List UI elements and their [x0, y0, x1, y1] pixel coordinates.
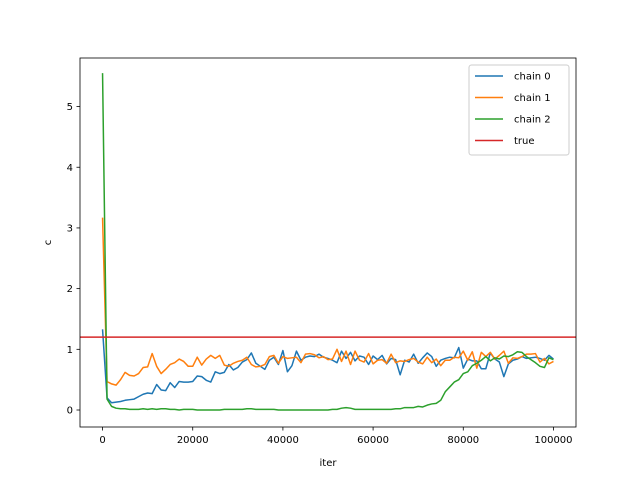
y-tick-label: 3: [67, 224, 73, 235]
x-tick-label: 100000: [534, 435, 572, 446]
x-axis-ticks: 0 20000 40000 60000 80000 100000: [99, 427, 573, 446]
legend-label: true: [514, 136, 535, 147]
y-tick-label: 0: [67, 406, 73, 417]
y-tick-label: 5: [67, 102, 73, 113]
plot-frame: [79, 57, 577, 428]
x-tick-label: 0: [99, 435, 105, 446]
x-axis-label: iter: [320, 458, 338, 469]
y-tick-label: 4: [67, 163, 73, 174]
x-tick-label: 60000: [357, 435, 389, 446]
y-tick-label: 1: [67, 345, 73, 356]
y-tick-label: 2: [67, 284, 73, 295]
y-axis-ticks: 0 1 2 3 4 5: [67, 102, 80, 417]
series-line-chain-2: [101, 73, 554, 411]
plot-lines: [80, 73, 576, 411]
legend-label: chain 0: [514, 72, 551, 83]
legend: chain 0 chain 1 chain 2 true: [468, 64, 570, 156]
legend-label: chain 2: [514, 115, 551, 126]
x-tick-label: 40000: [267, 435, 299, 446]
legend-label: chain 1: [514, 93, 551, 104]
x-tick-label: 80000: [447, 435, 479, 446]
legend-box: [468, 64, 570, 156]
y-axis-label: c: [43, 240, 54, 246]
x-tick-label: 20000: [177, 435, 209, 446]
